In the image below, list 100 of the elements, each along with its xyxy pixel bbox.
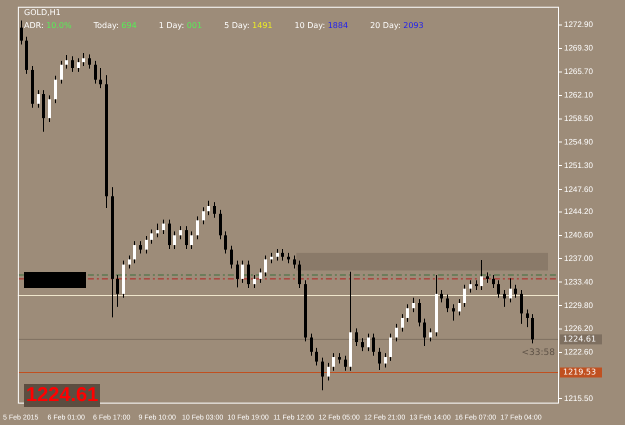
candlestick xyxy=(378,347,381,371)
annotation: 1 Day: xyxy=(158,21,184,30)
candlestick xyxy=(492,274,495,289)
ref-line-label: 1224.61 xyxy=(563,334,596,344)
candlestick xyxy=(128,254,131,269)
annotation: 20 Day: xyxy=(370,21,401,30)
candlestick xyxy=(520,289,523,324)
y-tick-label: 1247.60 xyxy=(564,184,594,194)
annotation: 001 xyxy=(186,21,202,30)
candlestick xyxy=(236,260,239,288)
y-tick-label: 1269.30 xyxy=(564,44,594,53)
candlestick xyxy=(440,289,443,303)
candlestick xyxy=(526,309,529,328)
y-tick-label: 1215.50 xyxy=(564,394,594,403)
candlestick xyxy=(401,314,404,332)
candlestick xyxy=(452,304,455,322)
candlestick xyxy=(133,240,136,264)
y-tick-label: 1272.90 xyxy=(564,20,594,30)
candlestick xyxy=(384,352,387,368)
annotation: 1491 xyxy=(252,21,273,30)
candlestick xyxy=(406,304,409,322)
candlestick xyxy=(150,228,153,244)
chart-title: GOLD,H1 xyxy=(24,8,61,17)
candlestick xyxy=(156,223,159,238)
candlestick xyxy=(20,20,23,46)
candlestick xyxy=(207,200,210,216)
y-tick-label: 1229.80 xyxy=(564,300,594,310)
candlestick xyxy=(531,314,534,344)
annotation: ADR: xyxy=(24,21,44,30)
candlestick xyxy=(116,274,119,308)
candlestick xyxy=(259,268,262,284)
y-tick-label: 1251.30 xyxy=(564,160,594,170)
candlestick xyxy=(310,333,313,356)
y-tick-label: 1262.10 xyxy=(564,90,594,100)
candlestick xyxy=(429,328,432,342)
candlestick xyxy=(219,209,222,240)
candlestick xyxy=(185,226,188,250)
candlestick xyxy=(287,252,290,264)
candlestick xyxy=(458,298,461,316)
candlestick xyxy=(469,280,472,294)
candlestick xyxy=(463,284,466,308)
annotation: 1884 xyxy=(328,21,348,30)
candlestick xyxy=(230,245,233,269)
candlestick xyxy=(327,362,330,381)
candlestick xyxy=(423,318,426,346)
candlestick xyxy=(88,54,91,70)
y-tick-label: 1222.60 xyxy=(564,348,594,357)
candlestick xyxy=(503,289,506,308)
candlestick xyxy=(281,248,284,262)
candlestick xyxy=(139,240,142,254)
candlestick xyxy=(509,278,512,303)
candlestick xyxy=(179,226,182,240)
candlestick xyxy=(253,274,256,289)
y-tick-label: 1233.40 xyxy=(564,277,594,286)
y-tick-label: 1254.90 xyxy=(564,137,594,146)
annotation: 1224.61 xyxy=(24,384,100,407)
candlestick xyxy=(247,260,250,289)
candlestick xyxy=(355,328,358,346)
candlestick xyxy=(196,216,199,240)
y-tick-label: 1258.50 xyxy=(564,114,594,123)
candlestick xyxy=(332,352,335,372)
y-tick-label: 1237.00 xyxy=(564,254,594,263)
y-tick-label: 1226.20 xyxy=(564,324,594,334)
annotation: 10.0% xyxy=(46,21,72,30)
candlestick xyxy=(412,297,415,313)
candlestick xyxy=(395,323,398,342)
candlestick xyxy=(480,260,483,290)
annotation: Today: xyxy=(94,21,119,30)
y-tick-label: 1265.70 xyxy=(564,67,594,76)
candlestick xyxy=(361,338,364,352)
annotation: <33:58 xyxy=(522,348,555,358)
candlestick xyxy=(213,202,216,218)
y-tick-label: 1240.60 xyxy=(564,230,594,240)
candlestick xyxy=(241,260,244,284)
candlestick xyxy=(168,219,171,250)
annotation: 5 Day: xyxy=(224,21,250,30)
candlestick xyxy=(298,260,301,289)
candlestick xyxy=(162,219,165,234)
candlestick xyxy=(321,357,324,391)
candlestick xyxy=(315,347,318,366)
candlestick xyxy=(60,60,63,84)
candlestick xyxy=(190,230,193,250)
candlestick xyxy=(367,333,370,352)
candlestick xyxy=(446,294,449,313)
candlestick xyxy=(54,75,57,104)
candlestick xyxy=(293,254,296,269)
candlestick xyxy=(270,252,273,264)
candlestick xyxy=(475,280,478,290)
candlestick xyxy=(37,90,40,108)
candlestick xyxy=(389,333,392,362)
candlestick xyxy=(82,52,85,67)
candlestick xyxy=(99,67,102,89)
candlestick xyxy=(202,206,205,225)
candlestick xyxy=(514,284,517,298)
candlestick xyxy=(77,58,80,72)
candlestick xyxy=(48,94,51,123)
candlestick xyxy=(71,56,74,72)
candlestick xyxy=(344,355,347,372)
annotation: 2093 xyxy=(403,21,424,30)
candlestick xyxy=(94,60,97,84)
